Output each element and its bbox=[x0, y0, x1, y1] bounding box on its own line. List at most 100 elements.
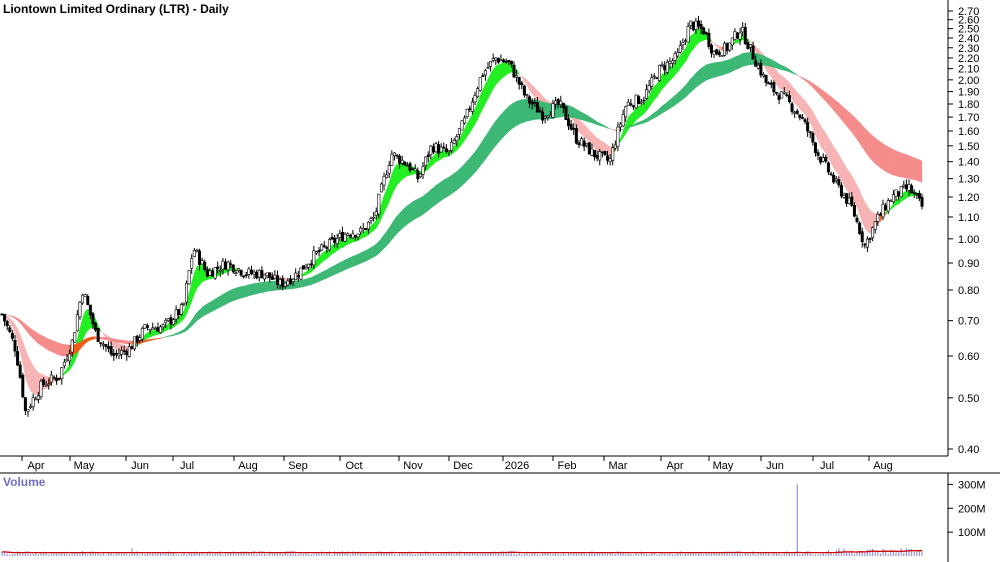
short-ma-band-segment bbox=[836, 149, 840, 176]
long-ma-band-segment bbox=[407, 203, 411, 225]
long-ma-band-segment bbox=[350, 255, 354, 268]
long-ma-band-segment bbox=[201, 304, 205, 318]
candle-body bbox=[96, 328, 100, 343]
x-tick-label: Oct bbox=[345, 460, 362, 472]
long-ma-band-segment bbox=[485, 131, 489, 160]
long-ma-band-segment bbox=[895, 150, 899, 177]
candle-body bbox=[257, 269, 261, 278]
y-tick-label: 2.50 bbox=[958, 24, 979, 36]
candle-body bbox=[262, 274, 266, 280]
y-tick-label: 2.30 bbox=[958, 43, 979, 55]
long-ma-band-segment bbox=[417, 197, 421, 218]
candle-body bbox=[452, 140, 456, 144]
candle-body bbox=[920, 196, 924, 207]
candle-body bbox=[88, 304, 92, 316]
long-ma-band-segment bbox=[108, 337, 112, 342]
candle-body bbox=[463, 117, 467, 124]
volume-y-tick-label: 300M bbox=[958, 479, 986, 491]
candle-body bbox=[307, 263, 311, 268]
candle-body bbox=[172, 319, 176, 325]
long-ma-band-segment bbox=[456, 168, 460, 191]
candle-body bbox=[23, 397, 27, 411]
candle-body bbox=[138, 337, 142, 341]
x-tick-label: Nov bbox=[403, 460, 423, 472]
candle-body bbox=[715, 49, 719, 55]
y-tick-label: 2.40 bbox=[958, 33, 979, 45]
long-ma-band-segment bbox=[516, 100, 520, 126]
short-ma-band-segment bbox=[820, 125, 824, 151]
candle-body bbox=[278, 279, 282, 286]
long-ma-band-segment bbox=[295, 280, 299, 289]
candle-body bbox=[166, 318, 170, 322]
long-ma-band-segment bbox=[308, 277, 312, 286]
long-ma-band-segment bbox=[121, 339, 125, 344]
volume-y-tick-label: 100M bbox=[958, 527, 986, 539]
candle-body bbox=[889, 200, 893, 202]
x-tick-label: Apr bbox=[666, 460, 683, 472]
y-tick-label: 2.00 bbox=[958, 75, 979, 87]
candle-body bbox=[325, 247, 329, 249]
long-ma-band-segment bbox=[222, 292, 226, 307]
short-ma-band-segment bbox=[867, 205, 871, 235]
candle-body bbox=[231, 264, 235, 273]
short-ma-band-segment bbox=[661, 72, 665, 90]
candle-body bbox=[543, 116, 547, 119]
candle-body bbox=[587, 142, 591, 155]
candle-body bbox=[156, 327, 160, 332]
y-tick-label: 1.10 bbox=[958, 212, 979, 224]
long-ma-band-segment bbox=[729, 57, 733, 73]
candle-body bbox=[304, 266, 308, 270]
candle-body bbox=[850, 196, 854, 206]
short-ma-band-segment bbox=[799, 94, 803, 113]
long-ma-band-segment bbox=[352, 254, 356, 267]
long-ma-band-segment bbox=[326, 267, 330, 279]
candle-body bbox=[624, 106, 628, 118]
candle-body bbox=[476, 88, 480, 98]
candle-body bbox=[772, 82, 776, 93]
long-ma-band-segment bbox=[841, 104, 845, 124]
y-tick-label: 0.60 bbox=[958, 351, 979, 363]
candle-body bbox=[13, 339, 17, 352]
long-ma-band-segment bbox=[877, 139, 881, 169]
long-ma-band-segment bbox=[357, 252, 361, 265]
candle-body bbox=[865, 238, 869, 248]
candle-body bbox=[733, 31, 737, 40]
long-ma-band-segment bbox=[235, 286, 239, 301]
candle-body bbox=[694, 20, 698, 30]
candle-body bbox=[470, 101, 474, 112]
candle-body bbox=[460, 120, 464, 131]
candle-body bbox=[538, 109, 542, 113]
long-ma-band-segment bbox=[763, 55, 767, 66]
candle-body bbox=[195, 249, 199, 252]
long-ma-band-segment bbox=[311, 275, 315, 285]
candle-body bbox=[387, 165, 391, 174]
short-ma-band-segment bbox=[690, 33, 694, 53]
short-ma-band-segment bbox=[321, 251, 325, 263]
candle-body bbox=[699, 23, 703, 29]
candle-body bbox=[832, 174, 836, 183]
long-ma-band-segment bbox=[454, 170, 458, 193]
candle-body bbox=[382, 176, 386, 186]
candle-body bbox=[897, 191, 901, 197]
candle-body bbox=[431, 146, 435, 153]
candle-body bbox=[395, 154, 399, 157]
candle-body bbox=[702, 27, 706, 35]
long-ma-band-segment bbox=[843, 107, 847, 127]
long-ma-band-segment bbox=[505, 105, 509, 135]
candle-body bbox=[761, 73, 765, 77]
candle-body bbox=[496, 58, 500, 63]
long-ma-band-segment bbox=[771, 59, 775, 68]
candle-body bbox=[434, 143, 438, 153]
long-ma-band-segment bbox=[474, 147, 478, 174]
long-ma-band-segment bbox=[693, 72, 697, 91]
long-ma-band-segment bbox=[303, 278, 307, 287]
candle-body bbox=[559, 100, 563, 105]
long-ma-band-segment bbox=[339, 261, 343, 273]
candle-body bbox=[564, 106, 568, 121]
long-ma-band-segment bbox=[43, 335, 47, 350]
candle-body bbox=[379, 183, 383, 193]
candle-body bbox=[60, 367, 64, 379]
candle-body bbox=[595, 155, 599, 159]
candle-body bbox=[143, 324, 147, 329]
candle-body bbox=[114, 353, 118, 355]
